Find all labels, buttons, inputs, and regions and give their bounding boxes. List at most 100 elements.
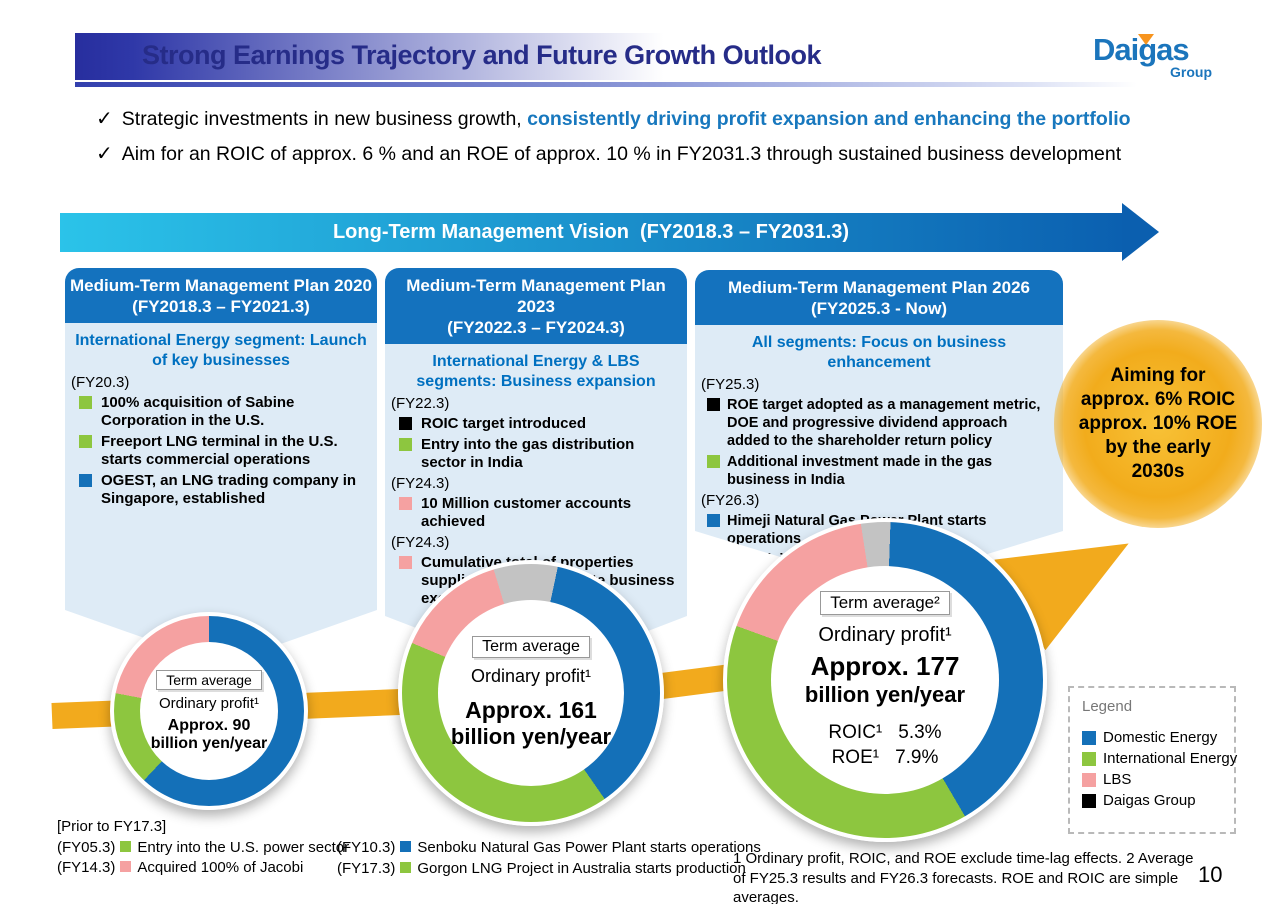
list-item: Entry into the gas distribution sector i…	[395, 436, 677, 472]
banner-arrowhead-icon	[1122, 203, 1159, 261]
bullet-square-icon	[399, 556, 412, 569]
bullet-square-icon	[400, 841, 412, 852]
intro-bullet-2-text: Aim for an ROIC of approx. 6 % and an RO…	[121, 143, 1122, 165]
plan-2026-subhead: All segments: Focus on business enhancem…	[751, 334, 1007, 371]
bullet-square-icon	[707, 514, 720, 527]
profit-unit: billion yen/year	[150, 734, 268, 752]
ordinary-profit-label: Ordinary profit¹	[818, 623, 952, 646]
bullet-square-icon	[400, 861, 412, 873]
page-title: Strong Earnings Trajectory and Future Gr…	[142, 40, 822, 70]
title-underline	[75, 82, 1137, 87]
title-gradient-band	[75, 33, 715, 80]
bullet-square-icon	[707, 398, 720, 411]
legend-item: International Energy	[1082, 748, 1237, 769]
history-note: (FY14.3) Acquired 100% of Jacobi	[57, 859, 304, 876]
bullet-square-icon	[399, 417, 412, 430]
donut-center: Term average Ordinary profit¹ Approx. 16…	[438, 600, 624, 786]
checkmark-icon: ✓	[96, 143, 113, 165]
bullet-square-icon	[79, 396, 92, 409]
history-note: (FY05.3) Entry into the U.S. power sector	[57, 838, 350, 856]
fy-label: (FY20.3)	[71, 374, 130, 391]
profit-value: Approx. 161	[465, 697, 597, 723]
bullet-square-icon	[79, 474, 92, 487]
donut-center: Term average² Ordinary profit¹ Approx. 1…	[771, 566, 999, 794]
list-item: ROE target adopted as a management metri…	[705, 396, 1053, 450]
roe-row: ROE¹ 7.9%	[831, 746, 939, 768]
plan-2023-subhead: International Energy & LBS segments: Bus…	[416, 353, 656, 390]
checkmark-icon: ✓	[96, 108, 113, 130]
plan-2023-header: Medium-Term Management Plan 2023 (FY2022…	[385, 268, 687, 344]
bullet-square-icon	[120, 840, 132, 852]
intro-bullet-1-text: Strategic investments in new business gr…	[121, 108, 528, 130]
term-average-box: Term average	[156, 669, 262, 690]
fy-label: (FY22.3)	[391, 395, 450, 412]
plan-2023-title: Medium-Term Management Plan 2023	[406, 276, 666, 316]
profit-unit: billion yen/year	[450, 724, 612, 749]
list-item: 10 Million customer accounts achieved	[395, 495, 677, 531]
term-average-box: Term average	[472, 636, 590, 658]
list-item: Additional investment made in the gas bu…	[705, 453, 1053, 489]
list-item: OGEST, an LNG trading company in Singapo…	[75, 472, 367, 508]
plan-2020-title: Medium-Term Management Plan 2020	[70, 276, 372, 295]
legend-swatch-icon	[1082, 731, 1096, 745]
banner-label: Long-Term Management Vision (FY2018.3 – …	[332, 221, 850, 243]
legend-swatch-icon	[1082, 773, 1096, 787]
fy-label: (FY25.3)	[701, 376, 760, 393]
term-average-box: Term average²	[820, 590, 950, 615]
logo-triangle-icon	[1138, 34, 1154, 45]
history-note: (FY10.3) Senboku Natural Gas Power Plant …	[337, 839, 761, 856]
fy-label: (FY26.3)	[701, 492, 760, 509]
intro-bullet-1-highlight: consistently driving profit expansion an…	[527, 108, 1131, 130]
plan-2020-subhead: International Energy segment: Launch of …	[75, 332, 367, 369]
footnote: 1 Ordinary profit, ROIC, and ROE exclude…	[733, 850, 1194, 904]
history-notes-left: [Prior to FY17.3] (FY05.3) Entry into the…	[57, 817, 349, 879]
donut-chart-plan-2020: Term average Ordinary profit¹ Approx. 90…	[110, 612, 308, 810]
list-item: 100% acquisition of Sabine Corporation i…	[75, 394, 367, 430]
list-item: Freeport LNG terminal in the U.S. starts…	[75, 433, 367, 469]
profit-value: Approx. 90	[167, 716, 251, 734]
plan-2026-body: All segments: Focus on business enhancem…	[695, 325, 1063, 587]
goal-circle: Aiming for approx. 6% ROIC approx. 10% R…	[1054, 320, 1262, 528]
donut-chart-plan-2023: Term average Ordinary profit¹ Approx. 16…	[398, 560, 664, 826]
intro-bullet-1: ✓ Strategic investments in new business g…	[96, 106, 1131, 131]
intro-bullet-2: ✓ Aim for an ROIC of approx. 6 % and an R…	[96, 141, 1121, 166]
legend-swatch-icon	[1082, 794, 1096, 808]
bullet-square-icon	[707, 553, 720, 566]
bullet-square-icon	[399, 438, 412, 451]
roic-roe-metrics: ROIC¹ 5.3% ROE¹ 7.9%	[828, 720, 941, 770]
long-term-vision-banner: Long-Term Management Vision (FY2018.3 – …	[60, 213, 1122, 252]
legend-item: LBS	[1082, 769, 1222, 790]
plan-2023-period: (FY2022.3 – FY2024.3)	[447, 318, 625, 337]
ordinary-profit-label: Ordinary profit¹	[470, 666, 592, 686]
bullet-square-icon	[707, 455, 720, 468]
legend-item: Domestic Energy	[1082, 727, 1222, 748]
ordinary-profit-label: Ordinary profit¹	[158, 694, 260, 712]
history-note: (FY17.3) Gorgon LNG Project in Australia …	[337, 859, 746, 877]
history-notes-middle: (FY10.3) Senboku Natural Gas Power Plant …	[337, 838, 761, 879]
plan-2026-title: Medium-Term Management Plan 2026	[728, 278, 1030, 297]
plan-2026-panel: Medium-Term Management Plan 2026 (FY2025…	[695, 270, 1063, 587]
legend-item: Daigas Group	[1082, 790, 1222, 811]
history-heading: [Prior to FY17.3]	[57, 818, 167, 835]
page-number: 10	[1198, 862, 1223, 887]
plan-2026-period: (FY2025.3 - Now)	[810, 299, 948, 318]
plan-2020-header: Medium-Term Management Plan 2020 (FY2018…	[65, 268, 377, 323]
daigas-logo: Daigas Group	[1093, 32, 1233, 92]
profit-value: Approx. 177	[810, 650, 960, 681]
plan-2020-panel: Medium-Term Management Plan 2020 (FY2018…	[65, 268, 377, 665]
bullet-square-icon	[79, 435, 92, 448]
legend-swatch-icon	[1082, 752, 1096, 766]
fy-label: (FY24.3)	[391, 534, 450, 551]
profit-unit: billion yen/year	[804, 681, 966, 707]
fy-label: (FY24.3)	[391, 475, 450, 492]
bullet-square-icon	[120, 861, 132, 872]
donut-center: Term average Ordinary profit¹ Approx. 90…	[140, 642, 278, 780]
legend: Legend Domestic Energy International Ene…	[1068, 686, 1237, 834]
roic-row: ROIC¹ 5.3%	[828, 721, 942, 743]
plan-2020-period: (FY2018.3 – FY2021.3)	[132, 297, 310, 316]
list-item: ROIC target introduced	[395, 415, 677, 433]
bullet-square-icon	[399, 497, 412, 510]
donut-chart-plan-2026: Term average² Ordinary profit¹ Approx. 1…	[723, 518, 1047, 842]
logo-group-label: Group	[1170, 64, 1212, 80]
